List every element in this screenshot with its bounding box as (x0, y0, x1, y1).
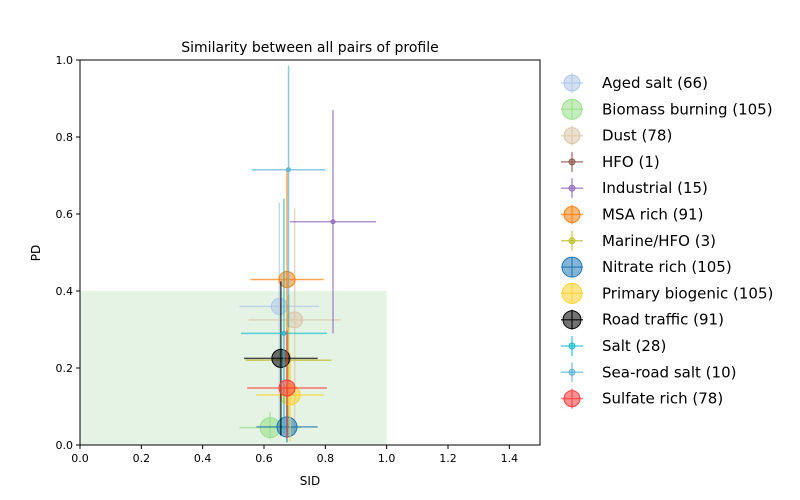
plot-layer: 0.0 0.2 0.4 0.6 0.8 1.0 1.2 1.4 0.0 0.2 0.4 0.6 0.8 1… (56, 54, 541, 465)
x-tick-label: 0.4 (194, 452, 212, 465)
data-point (270, 297, 288, 315)
legend-item: Biomass burning (105) (561, 98, 773, 120)
legend-label: Dust (78) (602, 127, 672, 145)
x-tick-label: 0.8 (317, 452, 335, 465)
plot-frame (79, 59, 541, 446)
y-tick-label: 0.4 (56, 285, 74, 298)
legend-label: Sulfate rich (78) (602, 390, 723, 408)
legend-label: MSA rich (91) (602, 206, 703, 224)
x-tick-label: 0.6 (255, 452, 273, 465)
legend-marker (563, 206, 581, 223)
legend-label: Salt (28) (602, 337, 666, 355)
data-marks (239, 65, 376, 443)
legend-item: Sulfate rich (78) (561, 388, 723, 409)
legend-item: MSA rich (91) (561, 204, 703, 225)
legend-item: Sea-road salt (10) (561, 362, 736, 383)
x-tick-label: 1.4 (501, 452, 519, 465)
legend-item: HFO (1) (561, 151, 660, 172)
legend-item: Salt (28) (561, 336, 666, 356)
data-point (278, 270, 296, 288)
legend-label: HFO (1) (602, 153, 660, 171)
legend-item: Primary biogenic (105) (561, 282, 773, 304)
legend-label: Nitrate rich (105) (602, 258, 732, 276)
legend: Aged salt (66) Biomass burning (105) Dust … (561, 73, 773, 409)
legend-item: Aged salt (66) (561, 73, 708, 93)
legend-marker (562, 310, 582, 330)
shaded-region (80, 291, 387, 445)
x-tick-label: 0.2 (133, 452, 151, 465)
legend-marker (561, 256, 583, 278)
legend-item: Industrial (15) (561, 178, 708, 199)
x-tick-label: 1.2 (439, 452, 457, 465)
y-tick-label: 0.8 (56, 131, 74, 144)
legend-marker (568, 158, 576, 166)
legend-marker (563, 390, 581, 408)
legend-item: Nitrate rich (105) (561, 256, 732, 278)
y-tick-label: 0.2 (56, 362, 74, 375)
y-axis-ticks: 0.0 0.2 0.4 0.6 0.8 1.0 (56, 54, 80, 452)
legend-label: Aged salt (66) (602, 74, 708, 92)
data-point (271, 348, 291, 368)
data-point (281, 330, 287, 336)
legend-marker (568, 342, 576, 350)
legend-item: Marine/HFO (3) (561, 230, 716, 251)
y-tick-label: 0.6 (56, 208, 74, 221)
x-tick-label: 1.0 (378, 452, 396, 465)
x-axis-label: SID (300, 474, 320, 488)
legend-marker (563, 127, 581, 145)
x-axis-ticks: 0.0 0.2 0.4 0.6 0.8 1.0 1.2 1.4 (71, 445, 518, 465)
series-12 (247, 330, 327, 439)
legend-marker (561, 98, 583, 120)
data-point (330, 219, 336, 225)
legend-item: Road traffic (91) (561, 309, 724, 330)
series-4 (290, 110, 376, 334)
legend-label: Primary biogenic (105) (602, 284, 773, 302)
chart-title: Similarity between all pairs of profile (181, 40, 438, 56)
legend-marker (561, 282, 583, 304)
series-9 (244, 281, 318, 436)
series-11 (251, 65, 326, 328)
data-point (278, 379, 296, 397)
series-1 (239, 412, 301, 440)
legend-label: Biomass burning (105) (602, 100, 773, 118)
legend-item: Dust (78) (561, 125, 672, 146)
legend-label: Marine/HFO (3) (602, 232, 716, 250)
legend-label: Sea-road salt (10) (602, 363, 736, 381)
legend-marker (568, 368, 576, 376)
legend-marker (563, 74, 581, 92)
legend-label: Industrial (15) (602, 179, 708, 197)
y-axis-label: PD (29, 245, 43, 261)
legend-marker (568, 237, 576, 245)
legend-label: Road traffic (91) (602, 311, 724, 329)
y-tick-label: 1.0 (56, 54, 74, 67)
data-point (286, 167, 292, 173)
legend-marker (568, 184, 576, 192)
x-tick-label: 0.0 (71, 452, 89, 465)
y-tick-label: 0.0 (56, 439, 74, 452)
